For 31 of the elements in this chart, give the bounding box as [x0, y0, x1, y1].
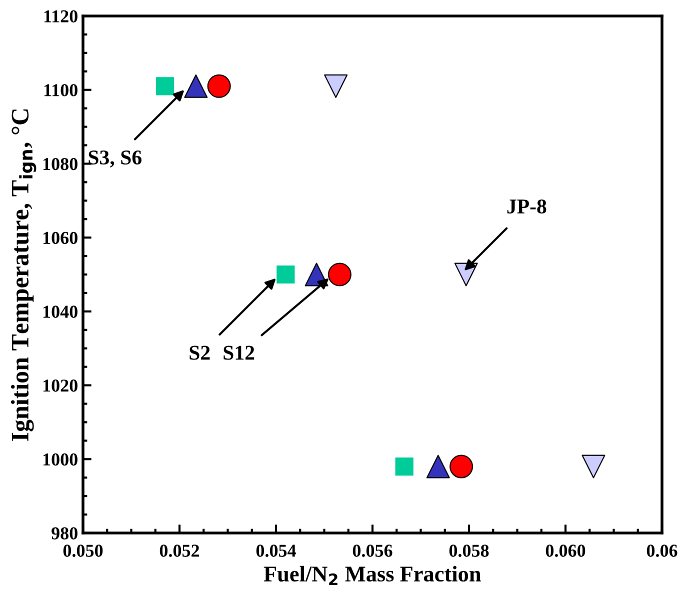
y-tick-label: 1060 — [43, 232, 78, 244]
y-tick-label: 1080 — [43, 158, 78, 170]
x-tick-label: 0.054 — [256, 544, 296, 557]
point — [582, 454, 606, 478]
point — [276, 265, 295, 284]
x-tick-label: 0.052 — [160, 544, 200, 557]
x-tick-label: 0.06 — [646, 544, 678, 557]
x-tick-label: 0.060 — [546, 544, 586, 557]
x-tick-label: 0.050 — [63, 544, 103, 557]
y-tick-label: 1120 — [44, 10, 78, 22]
point — [450, 454, 474, 478]
point — [426, 454, 450, 478]
y-axis-title: Ignition Temperature, T$_{ign}$, °C — [10, 109, 36, 441]
y-tick-label: 980 — [52, 527, 78, 540]
y-tick-label: 1100 — [44, 84, 78, 96]
annotation: S2 — [190, 346, 210, 360]
point — [184, 74, 208, 98]
annotation: S3, S6 — [88, 150, 142, 168]
annotation: JP-8 — [507, 199, 546, 214]
y-tick-label: 1040 — [43, 306, 78, 318]
x-tick-label: 0.056 — [352, 544, 392, 557]
point — [324, 74, 348, 98]
x-tick-label: 0.058 — [449, 544, 489, 557]
y-tick-label: 1000 — [43, 453, 78, 466]
point — [156, 77, 174, 96]
y-tick-label: 1020 — [43, 380, 78, 392]
point — [328, 262, 352, 286]
point — [207, 74, 231, 98]
point — [395, 457, 414, 476]
x-axis-title: Fuel/N$_{2}$ Mass Fraction — [264, 566, 481, 585]
annotation: S12 — [224, 346, 254, 360]
